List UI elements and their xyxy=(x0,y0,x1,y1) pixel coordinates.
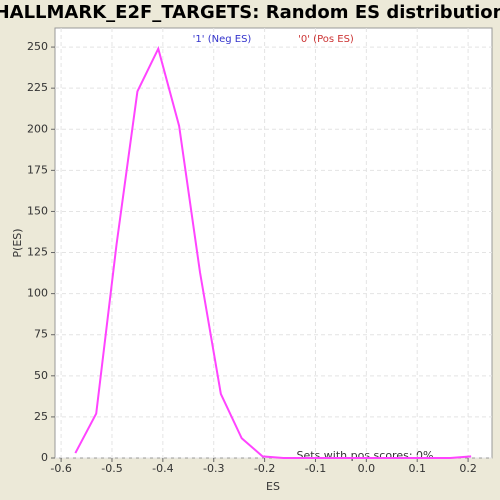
y-axis-label: P(ES) xyxy=(11,228,24,257)
y-tick-label: 125 xyxy=(27,246,48,259)
y-tick-label: 150 xyxy=(27,204,48,217)
series-line xyxy=(74,45,472,459)
x-tick-label: -0.5 xyxy=(101,462,122,475)
legend-entry: '1' (Neg ES) xyxy=(193,34,252,45)
x-tick-label: 0.1 xyxy=(408,462,426,475)
x-tick-label: -0.2 xyxy=(254,462,275,475)
y-tick-label: 75 xyxy=(34,328,48,341)
x-tick-label: -0.1 xyxy=(305,462,326,475)
y-tick-label: 175 xyxy=(27,163,48,176)
plot-area xyxy=(54,27,493,459)
chart-title: HALLMARK_E2F_TARGETS: Random ES distribu… xyxy=(0,2,500,23)
y-tick-label: 200 xyxy=(27,122,48,135)
y-tick-label: 250 xyxy=(27,40,48,53)
y-tick-label: 50 xyxy=(34,369,48,382)
x-axis-label: ES xyxy=(266,480,280,493)
x-tick-label: -0.3 xyxy=(203,462,224,475)
annotation: Sets with pos scores: 0% xyxy=(296,449,433,462)
y-tick-label: 225 xyxy=(27,81,48,94)
legend-entry: '0' (Pos ES) xyxy=(298,34,354,45)
y-tick-label: 0 xyxy=(41,451,48,464)
x-tick-label: 0.0 xyxy=(358,462,376,475)
x-tick-label: -0.4 xyxy=(152,462,173,475)
y-tick-label: 100 xyxy=(27,287,48,300)
x-tick-label: -0.6 xyxy=(50,462,71,475)
x-tick-label: 0.2 xyxy=(459,462,477,475)
y-tick-label: 25 xyxy=(34,410,48,423)
